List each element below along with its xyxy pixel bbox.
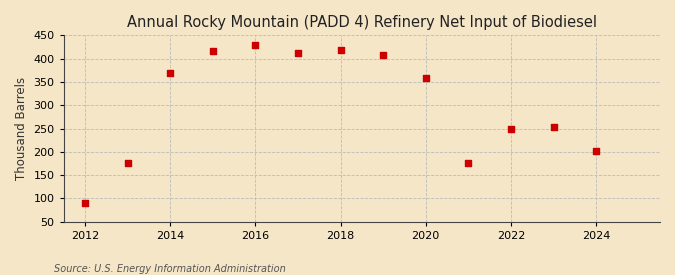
Y-axis label: Thousand Barrels: Thousand Barrels: [15, 77, 28, 180]
Point: [250, 42, 261, 47]
Point: [335, 48, 346, 53]
Point: [292, 51, 303, 55]
Point: [463, 161, 474, 166]
Point: [591, 149, 601, 153]
Point: [548, 125, 559, 129]
Point: [122, 161, 133, 166]
Point: [80, 201, 90, 205]
Text: Source: U.S. Energy Information Administration: Source: U.S. Energy Information Administ…: [54, 264, 286, 274]
Title: Annual Rocky Mountain (PADD 4) Refinery Net Input of Biodiesel: Annual Rocky Mountain (PADD 4) Refinery …: [127, 15, 597, 30]
Point: [207, 48, 218, 53]
Point: [421, 76, 431, 80]
Point: [165, 70, 176, 75]
Point: [506, 127, 516, 132]
Point: [378, 53, 389, 57]
